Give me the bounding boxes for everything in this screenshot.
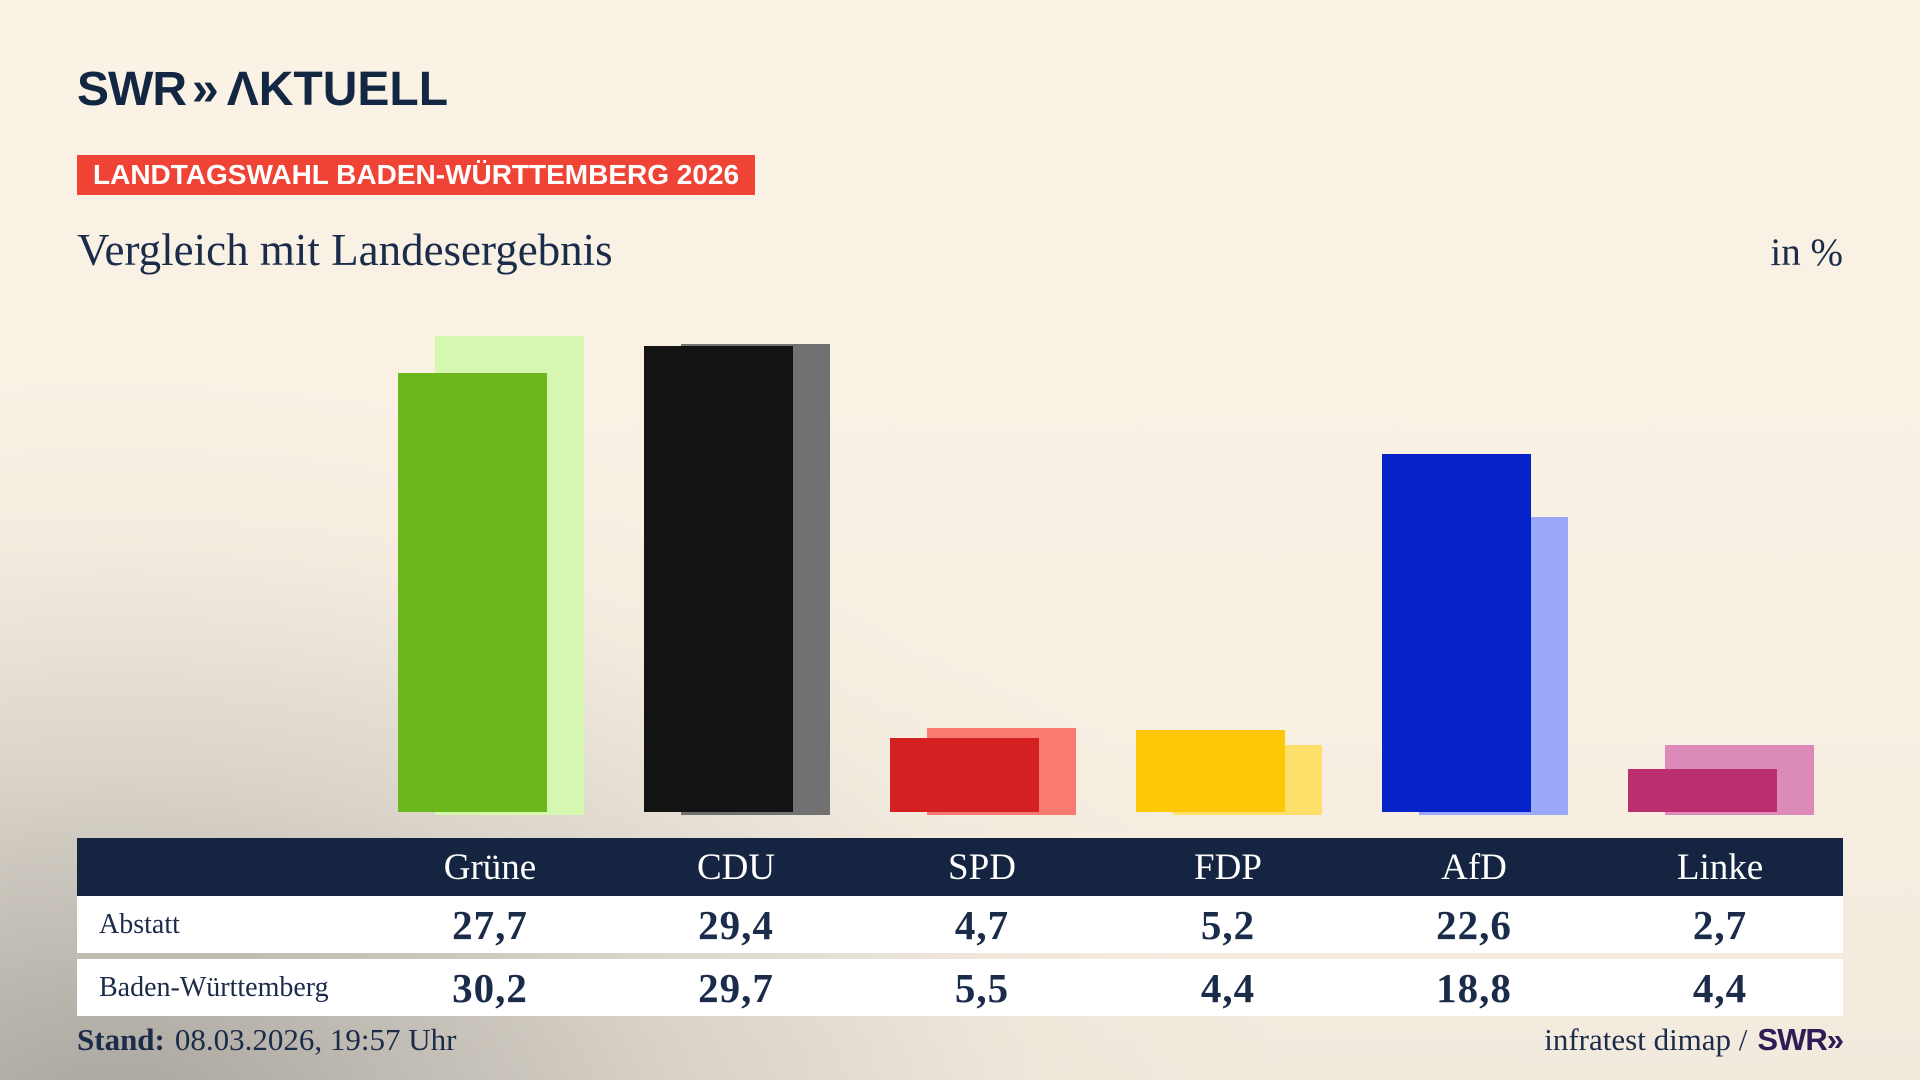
value-baden-wuerttemberg-fdp: 4,4: [1200, 964, 1256, 1011]
value-abstatt-linke: 2,7: [1692, 901, 1748, 948]
stand-label: Stand:: [77, 1022, 165, 1057]
footer: Stand: 08.03.2026, 19:57 Uhr infratest di…: [77, 1022, 1844, 1058]
bar-abstatt-spd: [890, 738, 1039, 812]
value-abstatt-gruene: 27,7: [452, 901, 528, 948]
stand-value: 08.03.2026, 19:57 Uhr: [174, 1022, 457, 1057]
column-header-afd: AfD: [1441, 846, 1507, 888]
aktuell-logo-text: ΛKTUELL: [226, 63, 449, 116]
value-abstatt-fdp: 5,2: [1200, 901, 1256, 948]
double-chevron-icon: »: [191, 63, 219, 116]
bar-abstatt-gruene: [398, 373, 547, 812]
column-header-linke: Linke: [1676, 846, 1764, 888]
source-text: infratest dimap /: [1544, 1022, 1748, 1057]
row-label-abstatt: Abstatt: [99, 908, 180, 940]
table-row: Baden-Württemberg 30,2 29,7 5,5 4,4 18,8 4,4: [77, 959, 1843, 1016]
value-baden-wuerttemberg-linke: 4,4: [1692, 964, 1748, 1011]
title-row: Vergleich mit Landesergebnis in %: [77, 224, 1843, 276]
value-abstatt-spd: 4,7: [954, 901, 1010, 948]
swr-aktuell-logo: SWR» ΛKTUELL: [77, 62, 448, 117]
column-header-cdu: CDU: [696, 846, 776, 888]
table-row: Abstatt 27,7 29,4 4,7 5,2 22,6 2,7: [77, 896, 1843, 953]
column-header-fdp: FDP: [1194, 846, 1262, 888]
unit-label: in %: [1770, 231, 1843, 274]
value-baden-wuerttemberg-spd: 5,5: [954, 964, 1010, 1011]
bar-abstatt-afd: [1382, 454, 1531, 812]
source-credit: infratest dimap / SWR»: [1544, 1022, 1844, 1058]
row-label-baden-wuerttemberg: Baden-Württemberg: [99, 971, 329, 1003]
results-table: Grüne CDU SPD FDP AfD Linke Abstatt 27,7 29,4 4,…: [77, 838, 1843, 1016]
bar-abstatt-fdp: [1136, 730, 1285, 812]
value-abstatt-cdu: 29,4: [698, 901, 774, 948]
bar-abstatt-cdu: [644, 346, 793, 812]
status-timestamp: Stand: 08.03.2026, 19:57 Uhr: [77, 1022, 456, 1058]
swr-footer-logo: SWR»: [1757, 1022, 1844, 1057]
swr-logo-text: SWR: [77, 63, 187, 116]
value-baden-wuerttemberg-afd: 18,8: [1436, 964, 1512, 1011]
value-baden-wuerttemberg-cdu: 29,7: [698, 964, 774, 1011]
column-header-spd: SPD: [948, 846, 1016, 888]
column-header-gruene: Grüne: [443, 846, 537, 888]
page-title: Vergleich mit Landesergebnis: [77, 225, 613, 275]
value-baden-wuerttemberg-gruene: 30,2: [452, 964, 528, 1011]
election-badge: LANDTAGSWAHL BADEN-WÜRTTEMBERG 2026: [77, 155, 756, 195]
value-abstatt-afd: 22,6: [1436, 901, 1512, 948]
bar-abstatt-linke: [1628, 769, 1777, 812]
table-header-row: Grüne CDU SPD FDP AfD Linke: [77, 838, 1843, 896]
